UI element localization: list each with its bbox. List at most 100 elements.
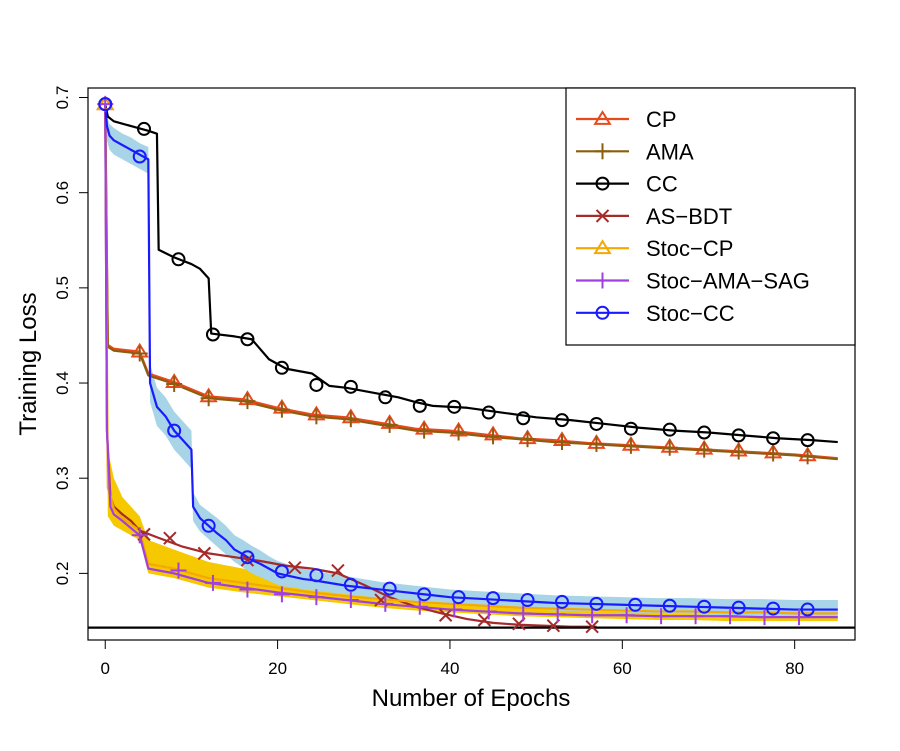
marker-ama bbox=[588, 435, 605, 452]
marker-ama bbox=[131, 345, 148, 362]
line-stoc-cc bbox=[104, 104, 838, 611]
marker-as-bdt bbox=[240, 553, 255, 567]
y-tick-label: 0.3 bbox=[53, 466, 72, 490]
marker-ama bbox=[342, 411, 359, 428]
marker-cc bbox=[516, 411, 531, 426]
legend-marker bbox=[595, 176, 610, 191]
legend-label: Stoc−CC bbox=[646, 301, 735, 326]
line-as-bdt bbox=[104, 104, 597, 628]
legend-label: Stoc−AMA−SAG bbox=[646, 269, 810, 294]
marker-cc bbox=[662, 422, 677, 437]
marker-ama bbox=[765, 445, 782, 462]
marker-cc bbox=[589, 416, 604, 431]
y-tick-label: 0.2 bbox=[53, 562, 72, 586]
marker-as-bdt bbox=[585, 619, 599, 634]
y-axis-label: Training Loss bbox=[15, 292, 42, 435]
marker-ama bbox=[799, 448, 816, 465]
legend-marker bbox=[594, 272, 611, 289]
marker-stoc-cc bbox=[486, 591, 501, 606]
marker-cc bbox=[378, 390, 393, 405]
marker-stoc-ama-sag bbox=[687, 608, 704, 625]
marker-stoc-cc bbox=[520, 593, 535, 608]
marker-stoc-ama-sag bbox=[204, 574, 221, 591]
marker-ama bbox=[308, 408, 325, 425]
marker-as-bdt bbox=[288, 560, 302, 575]
marker-stoc-ama-sag bbox=[273, 586, 290, 603]
legend-item-stoc-ama-sag: Stoc−AMA−SAG bbox=[576, 269, 810, 294]
y-tick-label: 0.6 bbox=[53, 181, 72, 205]
legend-marker bbox=[593, 239, 612, 255]
marker-stoc-cc bbox=[451, 590, 466, 605]
marker-stoc-ama-sag bbox=[584, 607, 601, 624]
marker-stoc-cc bbox=[343, 577, 358, 592]
y-tick-label: 0.7 bbox=[53, 86, 72, 110]
marker-as-bdt bbox=[197, 546, 212, 561]
marker-stoc-cc bbox=[98, 97, 113, 112]
y-tick-label: 0.5 bbox=[53, 276, 72, 300]
x-tick-label: 80 bbox=[785, 659, 804, 678]
marker-cc bbox=[554, 413, 569, 428]
legend-marker bbox=[594, 143, 611, 160]
marker-stoc-cc bbox=[274, 564, 289, 579]
marker-ama bbox=[485, 428, 502, 445]
legend-label: AMA bbox=[646, 139, 694, 164]
marker-cc bbox=[481, 405, 496, 420]
marker-cc bbox=[766, 431, 781, 446]
marker-cc bbox=[171, 252, 186, 267]
series-markers bbox=[96, 95, 817, 634]
marker-cc bbox=[800, 433, 815, 448]
marker-ama bbox=[200, 390, 217, 407]
marker-stoc-ama-sag bbox=[170, 562, 187, 579]
marker-as-bdt bbox=[163, 531, 177, 545]
marker-cc bbox=[309, 377, 324, 392]
legend-marker bbox=[595, 305, 610, 320]
marker-ama bbox=[553, 434, 570, 451]
marker-stoc-ama-sag bbox=[790, 609, 807, 626]
marker-ama bbox=[381, 416, 398, 433]
marker-ama bbox=[730, 443, 747, 460]
legend-item-ama: AMA bbox=[576, 139, 694, 164]
marker-stoc-cc bbox=[800, 602, 815, 617]
x-tick-label: 0 bbox=[101, 659, 110, 678]
marker-as-bdt bbox=[331, 563, 345, 578]
marker-ama bbox=[519, 431, 536, 448]
marker-cc bbox=[240, 332, 255, 347]
marker-stoc-cc bbox=[766, 601, 781, 616]
legend-marker bbox=[595, 209, 610, 223]
marker-ama bbox=[450, 424, 467, 441]
marker-stoc-ama-sag bbox=[653, 608, 670, 625]
marker-cc bbox=[137, 121, 152, 136]
legend-label: CP bbox=[646, 107, 677, 132]
y-tick-label: 0.4 bbox=[53, 371, 72, 395]
marker-stoc-cc bbox=[731, 600, 746, 615]
marker-cc bbox=[274, 360, 289, 375]
marker-cc bbox=[623, 421, 638, 436]
marker-stoc-ama-sag bbox=[377, 595, 394, 612]
marker-stoc-cc bbox=[240, 550, 255, 565]
legend-item-as-bdt: AS−BDT bbox=[576, 204, 732, 229]
marker-stoc-cc bbox=[309, 568, 324, 583]
x-tick-label: 20 bbox=[268, 659, 287, 678]
marker-stoc-cc bbox=[697, 599, 712, 614]
marker-cc bbox=[343, 379, 358, 394]
marker-stoc-ama-sag bbox=[756, 609, 773, 626]
marker-stoc-ama-sag bbox=[618, 607, 635, 624]
marker-stoc-ama-sag bbox=[239, 581, 256, 598]
marker-stoc-ama-sag bbox=[480, 603, 497, 620]
marker-stoc-cc bbox=[589, 596, 604, 611]
marker-stoc-ama-sag bbox=[342, 592, 359, 609]
marker-stoc-cc bbox=[201, 518, 216, 533]
marker-ama bbox=[273, 401, 290, 418]
legend-marker bbox=[593, 110, 612, 125]
marker-ama bbox=[166, 375, 183, 392]
marker-ama bbox=[622, 437, 639, 454]
legend-label: Stoc−CP bbox=[646, 236, 733, 261]
y-axis: 0.2 0.3 0.4 0.5 0.6 0.7 bbox=[53, 86, 88, 586]
marker-stoc-ama-sag bbox=[722, 608, 739, 625]
marker-stoc-cc bbox=[382, 581, 397, 596]
marker-cc bbox=[412, 398, 427, 413]
marker-stoc-ama-sag bbox=[549, 606, 566, 623]
marker-stoc-ama-sag bbox=[411, 598, 428, 615]
marker-stoc-cc bbox=[662, 598, 677, 613]
